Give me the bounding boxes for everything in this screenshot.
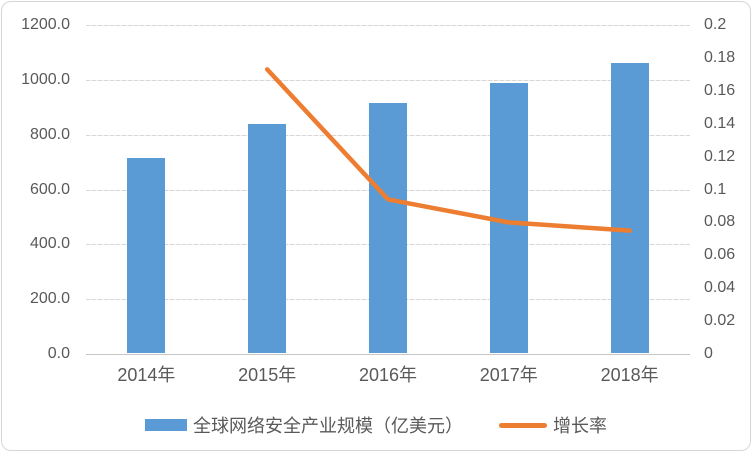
bar-2016年 (369, 102, 407, 353)
right-axis-tick-label: 0.02 (704, 312, 736, 330)
right-axis-tick-label: 0.18 (704, 48, 736, 66)
category-label: 2018年 (600, 365, 659, 385)
x-axis-line (86, 354, 690, 355)
left-axis-tick-label: 1200.0 (21, 16, 70, 33)
right-axis-tick-label: 0.14 (704, 114, 736, 132)
category-label: 2016年 (358, 365, 418, 385)
right-axis-tick-label: 0 (704, 345, 713, 362)
right-axis-tick-label: 0.08 (704, 213, 736, 231)
right-axis-tick-label: 0.2 (704, 16, 727, 33)
left-axis-tick-label: 400.0 (29, 235, 70, 253)
left-axis-tick-label: 200.0 (29, 290, 70, 308)
left-axis-tick-label: 800.0 (29, 125, 70, 143)
left-axis-tick-label: 1000.0 (21, 70, 70, 88)
right-axis-tick-label: 0.04 (704, 279, 736, 297)
left-axis-tick-label: 600.0 (29, 180, 70, 198)
category-label: 2017年 (479, 365, 538, 385)
bar-2014年 (127, 157, 166, 353)
category-label: 2014年 (117, 365, 176, 385)
legend: 全球网络安全产业规模（亿美元） 增长率 (2, 412, 750, 438)
line-series-swatch-icon (499, 422, 547, 428)
right-axis-tick-label: 0.12 (704, 147, 736, 165)
gridline (86, 25, 690, 26)
category-label: 2015年 (238, 365, 297, 385)
legend-label-bar-series: 全球网络安全产业规模（亿美元） (193, 416, 463, 436)
right-axis-tick-label: 0.06 (704, 246, 736, 264)
bar-2018年 (610, 63, 649, 353)
gridline (86, 79, 690, 81)
bar-series-swatch-icon (145, 419, 187, 431)
plot-area (86, 25, 690, 355)
legend-label-line-series: 增长率 (553, 416, 607, 436)
legend-item-bar-series: 全球网络安全产业规模（亿美元） (145, 412, 463, 438)
bar-2015年 (248, 124, 287, 353)
right-axis-tick-label: 0.1 (704, 180, 727, 198)
right-axis-tick-label: 0.16 (704, 81, 736, 99)
growth-rate-line (264, 67, 632, 233)
left-axis-tick-label: 0.0 (47, 345, 70, 362)
legend-item-line-series: 增长率 (499, 412, 607, 438)
